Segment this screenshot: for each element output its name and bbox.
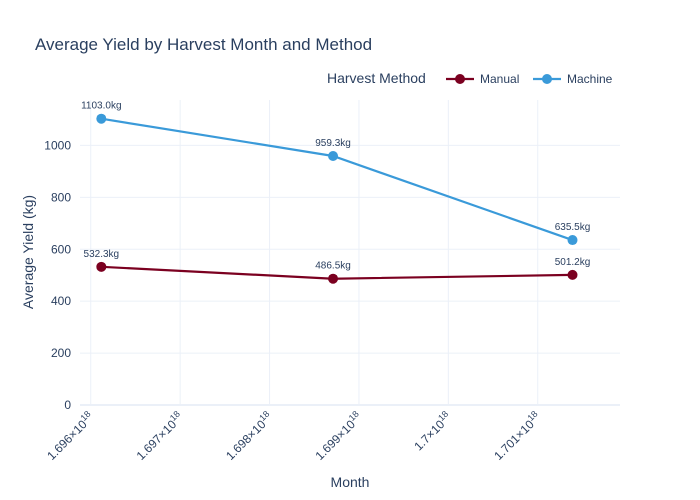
x-tick-label: 1.701×1018 — [490, 409, 544, 463]
data-label: 486.5kg — [315, 261, 351, 272]
x-tick-label: 1.699×1018 — [311, 409, 365, 463]
y-tick-label: 1000 — [44, 138, 71, 152]
x-tick-mantissa: 1.701×10 — [491, 417, 537, 463]
svg-text:1.697×1018: 1.697×1018 — [132, 409, 186, 463]
x-tick-mantissa: 1.697×10 — [134, 417, 180, 463]
legend-marker — [542, 74, 552, 84]
svg-text:1.7×1018: 1.7×1018 — [410, 409, 455, 454]
data-point[interactable] — [96, 261, 107, 272]
legend-label: Manual — [480, 72, 519, 86]
x-axis-ticks: 1.696×1018 1.697×1018 1.698×1018 1.699×1018… — [43, 409, 544, 463]
series-manual: 532.3kg 486.5kg 501.2kg — [84, 249, 591, 284]
series-line — [101, 117, 573, 242]
x-axis-title: Month — [331, 474, 370, 490]
data-point[interactable] — [96, 113, 107, 124]
data-point[interactable] — [567, 235, 578, 246]
y-tick-label: 600 — [51, 242, 71, 256]
y-tick-label: 0 — [64, 398, 71, 412]
y-tick-label: 400 — [51, 294, 71, 308]
gridlines — [80, 100, 620, 406]
x-tick-mantissa: 1.698×10 — [223, 417, 269, 463]
x-tick-label: 1.696×1018 — [43, 409, 97, 463]
legend-item-machine[interactable]: Machine — [533, 72, 613, 86]
x-tick-label: 1.697×1018 — [132, 409, 186, 463]
legend-label: Machine — [567, 72, 613, 86]
series-layer: 532.3kg 486.5kg 501.2kg 1103.0kg 959.3kg 635.… — [81, 101, 590, 284]
data-label: 501.2kg — [555, 257, 591, 268]
data-label: 1103.0kg — [81, 101, 121, 112]
y-axis-title: Average Yield (kg) — [20, 195, 36, 309]
legend-item-manual[interactable]: Manual — [446, 72, 519, 86]
y-tick-label: 800 — [51, 190, 71, 204]
data-label: 635.5kg — [555, 222, 591, 233]
data-label: 532.3kg — [84, 249, 120, 260]
svg-text:1.701×1018: 1.701×1018 — [490, 409, 544, 463]
svg-text:1.698×1018: 1.698×1018 — [222, 409, 276, 463]
legend-marker — [455, 74, 465, 84]
y-tick-label: 200 — [51, 346, 71, 360]
x-tick-mantissa: 1.696×10 — [44, 417, 90, 463]
data-point[interactable] — [567, 269, 578, 280]
series-machine: 1103.0kg 959.3kg 635.5kg — [81, 101, 591, 246]
data-point[interactable] — [328, 150, 339, 161]
data-label: 959.3kg — [315, 138, 351, 149]
x-tick-label: 1.698×1018 — [222, 409, 276, 463]
x-tick-label: 1.7×1018 — [410, 409, 455, 454]
y-axis-ticks: 0 200 400 600 800 1000 — [44, 138, 71, 412]
legend[interactable]: Harvest Method Manual Machine — [327, 70, 613, 86]
svg-text:1.696×1018: 1.696×1018 — [43, 409, 97, 463]
x-tick-mantissa: 1.699×10 — [312, 417, 358, 463]
data-point[interactable] — [328, 273, 339, 284]
legend-title: Harvest Method — [327, 70, 426, 86]
svg-text:1.699×1018: 1.699×1018 — [311, 409, 365, 463]
chart-title: Average Yield by Harvest Month and Metho… — [35, 35, 372, 54]
